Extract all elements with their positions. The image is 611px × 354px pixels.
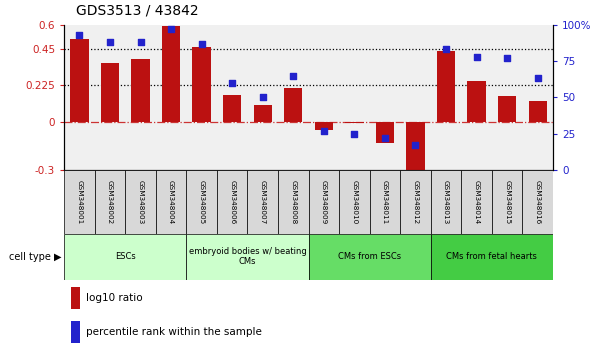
- Text: GSM348013: GSM348013: [443, 179, 449, 224]
- FancyBboxPatch shape: [461, 170, 492, 234]
- Text: CMs from fetal hearts: CMs from fetal hearts: [447, 252, 537, 261]
- Bar: [223, 95, 241, 121]
- Text: GSM348010: GSM348010: [351, 179, 357, 224]
- Point: [533, 76, 543, 81]
- FancyBboxPatch shape: [492, 170, 522, 234]
- FancyBboxPatch shape: [431, 170, 461, 234]
- Bar: [101, 63, 119, 121]
- Text: GSM348015: GSM348015: [504, 179, 510, 224]
- Text: GSM348001: GSM348001: [76, 179, 82, 224]
- Point: [319, 128, 329, 133]
- Bar: [467, 81, 486, 121]
- FancyBboxPatch shape: [309, 170, 339, 234]
- Text: GSM348007: GSM348007: [260, 179, 266, 224]
- Text: ESCs: ESCs: [115, 252, 136, 261]
- Text: embryoid bodies w/ beating
CMs: embryoid bodies w/ beating CMs: [189, 247, 306, 266]
- Text: percentile rank within the sample: percentile rank within the sample: [86, 327, 262, 337]
- Text: GSM348002: GSM348002: [107, 179, 113, 224]
- Point: [288, 73, 298, 78]
- Bar: [131, 59, 150, 121]
- FancyBboxPatch shape: [125, 170, 156, 234]
- Bar: [437, 51, 455, 121]
- FancyBboxPatch shape: [64, 234, 186, 280]
- FancyBboxPatch shape: [309, 234, 431, 280]
- Text: cell type ▶: cell type ▶: [9, 252, 61, 262]
- Point: [136, 39, 145, 45]
- Text: GSM348004: GSM348004: [168, 179, 174, 224]
- Text: GSM348009: GSM348009: [321, 179, 327, 224]
- Bar: [71, 287, 80, 309]
- FancyBboxPatch shape: [339, 170, 370, 234]
- FancyBboxPatch shape: [278, 170, 309, 234]
- Bar: [70, 39, 89, 121]
- Text: GSM348011: GSM348011: [382, 179, 388, 224]
- Point: [227, 80, 237, 86]
- Text: GDS3513 / 43842: GDS3513 / 43842: [76, 4, 199, 18]
- Text: log10 ratio: log10 ratio: [86, 293, 143, 303]
- Bar: [192, 47, 211, 121]
- FancyBboxPatch shape: [64, 170, 95, 234]
- Text: GSM348008: GSM348008: [290, 179, 296, 224]
- Bar: [71, 321, 80, 343]
- Bar: [345, 121, 364, 123]
- Text: CMs from ESCs: CMs from ESCs: [338, 252, 401, 261]
- FancyBboxPatch shape: [186, 170, 217, 234]
- Text: GSM348016: GSM348016: [535, 179, 541, 224]
- Point: [502, 55, 512, 61]
- Text: GSM348014: GSM348014: [474, 179, 480, 224]
- Bar: [162, 27, 180, 121]
- Point: [441, 47, 451, 52]
- Text: GSM348012: GSM348012: [412, 179, 419, 224]
- FancyBboxPatch shape: [522, 170, 553, 234]
- FancyBboxPatch shape: [186, 234, 309, 280]
- Bar: [376, 121, 394, 143]
- Bar: [284, 88, 302, 121]
- FancyBboxPatch shape: [370, 170, 400, 234]
- Text: GSM348006: GSM348006: [229, 179, 235, 224]
- Bar: [315, 121, 333, 130]
- Text: GSM348003: GSM348003: [137, 179, 144, 224]
- Point: [75, 32, 84, 38]
- Point: [349, 131, 359, 136]
- Bar: [498, 96, 516, 121]
- Text: GSM348005: GSM348005: [199, 179, 205, 224]
- Bar: [406, 121, 425, 173]
- Point: [380, 135, 390, 141]
- FancyBboxPatch shape: [156, 170, 186, 234]
- FancyBboxPatch shape: [95, 170, 125, 234]
- Point: [197, 41, 207, 46]
- Point: [166, 26, 176, 32]
- FancyBboxPatch shape: [247, 170, 278, 234]
- FancyBboxPatch shape: [400, 170, 431, 234]
- Point: [472, 54, 481, 59]
- Bar: [529, 101, 547, 121]
- Point: [258, 95, 268, 100]
- FancyBboxPatch shape: [217, 170, 247, 234]
- Point: [411, 142, 420, 148]
- Bar: [254, 105, 272, 121]
- FancyBboxPatch shape: [431, 234, 553, 280]
- Point: [105, 39, 115, 45]
